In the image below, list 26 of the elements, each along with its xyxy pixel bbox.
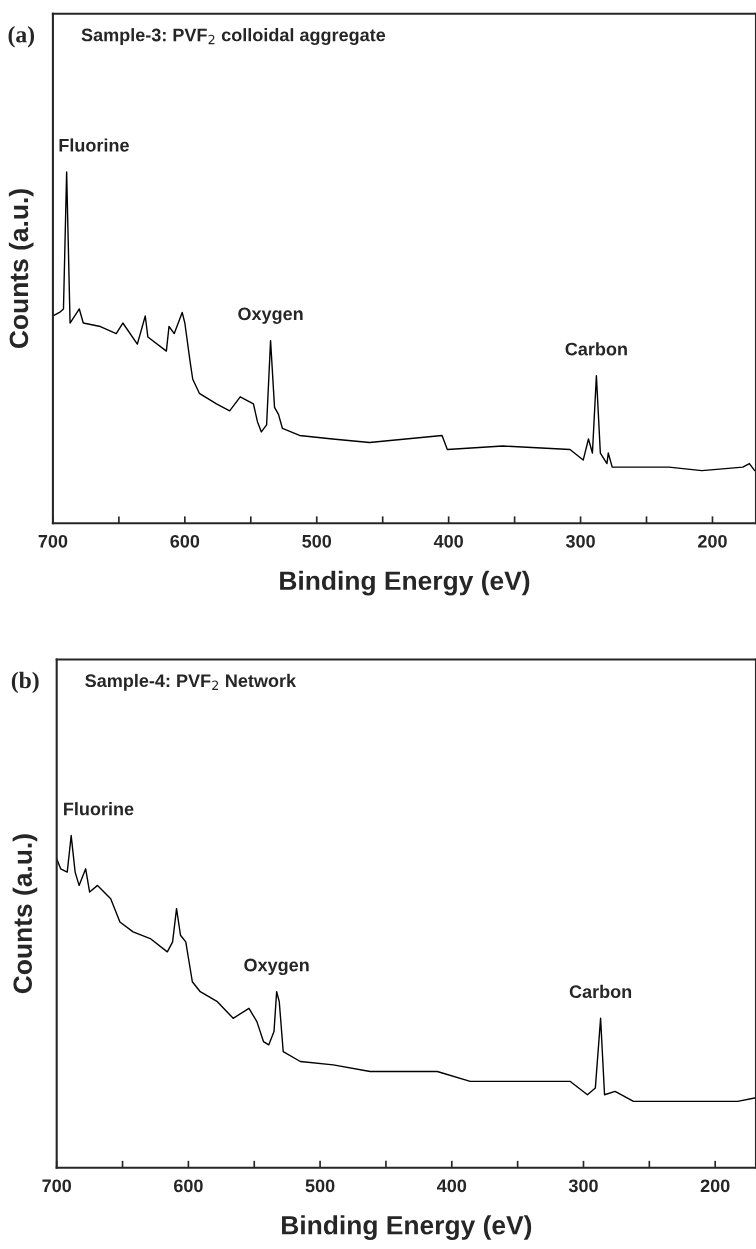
annotation: Fluorine xyxy=(64,802,134,816)
text: (b) xyxy=(11,671,39,694)
x-tick-label: 700 xyxy=(42,1179,72,1193)
annotation: Oxygen xyxy=(244,958,309,976)
x-tick-label: 300 xyxy=(565,534,595,548)
annotation: Oxygen xyxy=(238,307,303,324)
x-tick-label: 400 xyxy=(437,1179,467,1193)
chart-title: Sample-4: PVF$_{2}$ Network xyxy=(85,673,297,691)
x-axis-title: Binding Energy (eV) xyxy=(282,1215,532,1240)
x-tick-label: 600 xyxy=(170,534,200,548)
x-tick-label: 600 xyxy=(173,1179,203,1193)
y-axis-title: Counts (a.u.) xyxy=(12,834,38,994)
y-axis-title: Counts (a.u.) xyxy=(8,189,34,349)
x-tick-label: 400 xyxy=(433,534,463,548)
x-tick-label: 500 xyxy=(305,1179,335,1193)
x-tick-label: 500 xyxy=(302,534,332,548)
text: (a) xyxy=(8,25,35,48)
x-axis-title: Binding Energy (eV) xyxy=(280,570,530,596)
x-tick-label: 700 xyxy=(38,534,68,548)
x-tick-label: 200 xyxy=(698,534,727,548)
annotation: Fluorine xyxy=(59,138,129,152)
annotation: Carbon xyxy=(569,984,632,999)
x-tick-label: 300 xyxy=(568,1179,598,1193)
chart-title: Sample-3: PVF$_{2}$ colloidal aggregate xyxy=(81,28,386,45)
annotation: Carbon xyxy=(565,342,627,356)
x-tick-label: 200 xyxy=(700,1179,730,1193)
